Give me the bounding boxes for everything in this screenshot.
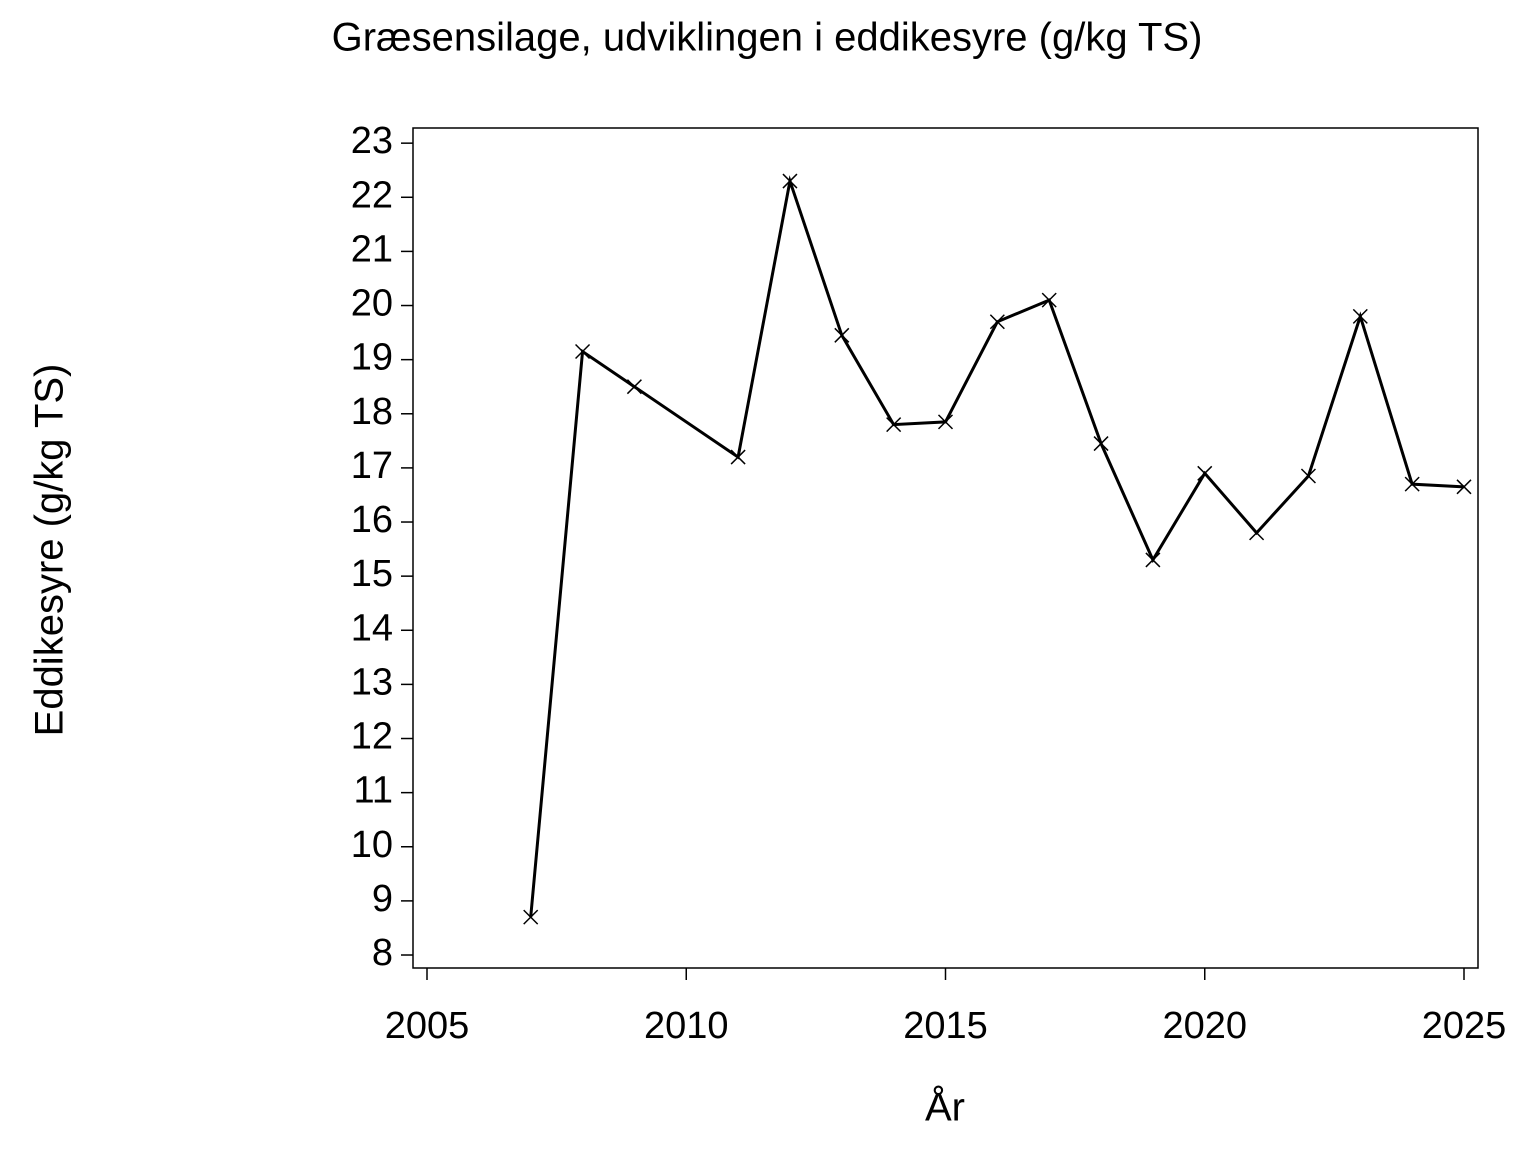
y-tick-label: 10	[351, 824, 393, 866]
y-axis-label: Eddikesyre (g/kg TS)	[28, 364, 72, 737]
y-tick-label: 13	[351, 661, 393, 703]
data-marker	[834, 327, 850, 343]
y-tick-label: 8	[372, 932, 393, 974]
data-marker	[1456, 479, 1472, 495]
y-tick-label: 11	[354, 770, 393, 812]
y-tick-label: 12	[351, 716, 393, 758]
x-tick-label: 2015	[903, 1005, 988, 1047]
data-marker	[886, 417, 902, 433]
y-tick-label: 20	[351, 283, 393, 325]
data-marker	[1352, 308, 1368, 324]
data-marker	[1404, 476, 1420, 492]
data-marker	[989, 314, 1005, 330]
x-tick-label: 2025	[1422, 1005, 1507, 1047]
y-tick-label: 14	[351, 607, 393, 649]
y-tick-label: 17	[351, 445, 393, 487]
data-marker	[575, 344, 591, 360]
chart-title: Græsensilage, udviklingen i eddikesyre (…	[332, 16, 1203, 60]
data-marker	[1145, 552, 1161, 568]
y-tick-label: 16	[351, 499, 393, 541]
plot-frame	[412, 127, 1479, 969]
data-marker	[730, 449, 746, 465]
x-tick-label: 2010	[644, 1005, 729, 1047]
data-marker	[1197, 465, 1213, 481]
y-tick-label: 15	[351, 553, 393, 595]
data-marker	[1249, 525, 1265, 541]
y-tick-label: 21	[351, 228, 393, 270]
y-tick-label: 18	[351, 391, 393, 433]
x-tick-label: 2005	[385, 1005, 470, 1047]
x-axis-label: År	[925, 1085, 965, 1130]
data-marker	[782, 173, 798, 189]
data-marker	[523, 909, 539, 925]
y-tick-label: 9	[372, 878, 393, 920]
data-line	[529, 175, 1465, 918]
data-marker	[937, 414, 954, 430]
data-marker	[626, 379, 642, 395]
y-tick-label: 22	[351, 174, 393, 216]
data-marker	[1300, 468, 1316, 484]
y-tick-label: 19	[351, 337, 393, 379]
data-marker	[1041, 292, 1057, 308]
y-tick-label: 23	[351, 120, 393, 162]
data-marker	[1093, 436, 1109, 452]
x-tick-label: 2020	[1162, 1005, 1247, 1047]
